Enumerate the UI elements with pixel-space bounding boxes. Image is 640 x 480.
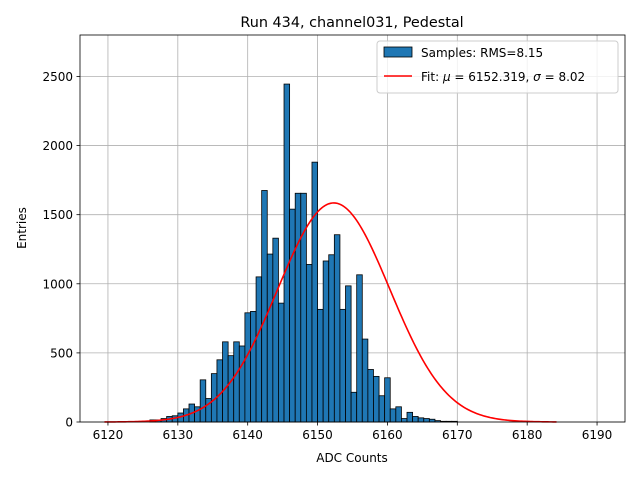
gaussian-fit-curve <box>104 202 557 423</box>
x-axis-ticks: 6120 6130 6140 6150 6160 6170 6180 6190 <box>93 422 613 442</box>
histogram-bar <box>255 276 263 423</box>
histogram-bar <box>395 406 402 423</box>
chart-title: Run 434, channel031, Pedestal <box>240 15 463 31</box>
x-tick-label: 6130 <box>163 428 194 442</box>
histogram-bar <box>278 302 285 423</box>
legend-fit-sigma-value: = 8.02 <box>541 70 585 84</box>
y-tick-label: 0 <box>65 416 73 430</box>
histogram-bar <box>412 416 419 423</box>
histogram-bar <box>311 161 318 423</box>
histogram-bar <box>294 192 302 423</box>
legend-fit-mu-symbol: μ <box>442 70 451 84</box>
y-axis-label: Entries <box>15 207 29 249</box>
histogram-bar <box>378 395 386 423</box>
histogram-bar <box>317 308 324 423</box>
legend-fit-mu-value: = 6152.319, <box>451 70 534 84</box>
y-tick-label: 1000 <box>42 277 73 291</box>
x-tick-label: 6190 <box>582 428 613 442</box>
y-tick-label: 500 <box>50 346 73 360</box>
histogram-bar <box>339 308 346 423</box>
histogram-bar <box>244 312 251 423</box>
histogram-bar <box>328 254 335 423</box>
histogram-bar <box>227 355 235 423</box>
histogram-bar <box>333 234 341 423</box>
y-axis-ticks: 0 500 1000 1500 2000 2500 <box>42 70 80 430</box>
legend-fit-sigma-symbol: σ <box>533 70 541 84</box>
histogram-bar <box>356 274 363 423</box>
histogram-bar <box>199 379 207 423</box>
histogram-bar <box>289 208 296 423</box>
x-tick-label: 6150 <box>302 428 333 442</box>
x-tick-label: 6140 <box>232 428 263 442</box>
histogram-bar <box>261 190 268 423</box>
legend: Samples: RMS=8.15 Fit: μ = 6152.319, σ =… <box>376 40 619 94</box>
histogram-bar <box>417 417 425 423</box>
legend-histogram-swatch <box>383 46 413 58</box>
histogram-bar <box>373 375 380 423</box>
histogram-bar <box>233 341 240 423</box>
histogram-bar <box>350 391 358 423</box>
x-axis-label: ADC Counts <box>316 451 388 465</box>
histogram-bar <box>406 411 413 423</box>
histogram-bar <box>283 83 291 423</box>
legend-fit-label: Fit: μ = 6152.319, σ = 8.02 <box>421 70 585 84</box>
histogram-bar <box>361 338 369 423</box>
histogram-bar <box>305 264 313 423</box>
y-tick-label: 2500 <box>42 70 73 84</box>
histogram-bar <box>322 260 330 423</box>
histogram-bar <box>367 369 374 423</box>
x-tick-label: 6160 <box>372 428 403 442</box>
histogram-bar <box>389 408 397 423</box>
histogram-bar <box>423 418 430 423</box>
histogram-bar <box>345 285 352 423</box>
histogram-bar <box>272 237 279 423</box>
plot-frame <box>79 34 626 423</box>
histogram-bar <box>266 253 274 423</box>
histogram-bar <box>401 418 408 423</box>
histogram-bar <box>428 418 436 423</box>
histogram-bar <box>250 311 257 423</box>
y-tick-label: 1500 <box>42 208 73 222</box>
x-tick-label: 6180 <box>512 428 543 442</box>
y-tick-label: 2000 <box>42 139 73 153</box>
histogram-bar <box>222 341 229 423</box>
legend-fit-prefix: Fit: <box>421 70 443 84</box>
histogram-bar <box>384 377 391 423</box>
legend-histogram-label: Samples: RMS=8.15 <box>421 46 543 60</box>
legend-box <box>376 40 619 94</box>
x-tick-label: 6120 <box>93 428 124 442</box>
x-tick-label: 6170 <box>442 428 473 442</box>
histogram-bar <box>238 345 246 423</box>
histogram-bar <box>216 359 223 423</box>
